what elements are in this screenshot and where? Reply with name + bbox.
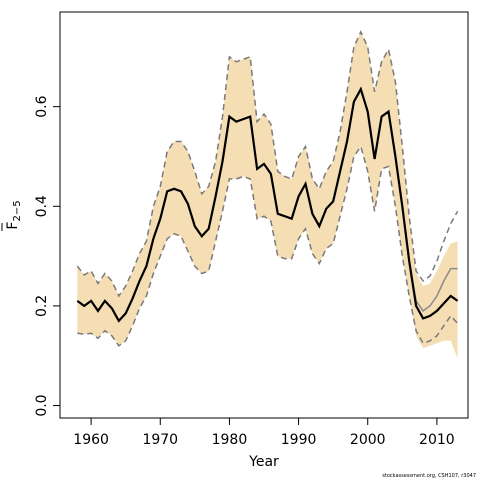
y-axis-title-sub: 2−5: [12, 200, 23, 221]
x-tick-label: 1960: [73, 432, 109, 448]
y-axis-title-main: F: [5, 222, 21, 230]
upper-bound-line: [76, 30, 459, 298]
y-axis: 0.0 0.2 0.4 0.6: [34, 95, 60, 417]
x-tick-label: 1970: [142, 432, 178, 448]
plot-frame: [59, 11, 469, 419]
y-axis-title: F2−5: [1, 200, 23, 231]
x-tick-label: 2010: [419, 432, 455, 448]
x-tick-label: 1980: [212, 432, 248, 448]
confidence-band: [77, 31, 458, 359]
credit-text: stockassessment.org, CSH107, r3047: [382, 473, 476, 479]
x-tick-label: 2000: [350, 432, 386, 448]
x-axis: 1960 1970 1980 1990 2000 2010: [73, 418, 455, 448]
estimate-line: [76, 86, 459, 323]
y-tick-label: 0.4: [34, 195, 50, 217]
y-tick-label: 0.6: [34, 95, 50, 117]
y-tick-label: 0.2: [34, 295, 50, 317]
x-tick-label: 1990: [281, 432, 317, 448]
y-tick-label: 0.0: [34, 394, 50, 416]
x-axis-title: Year: [248, 454, 279, 470]
svg-text:F2−5: F2−5: [5, 200, 23, 229]
